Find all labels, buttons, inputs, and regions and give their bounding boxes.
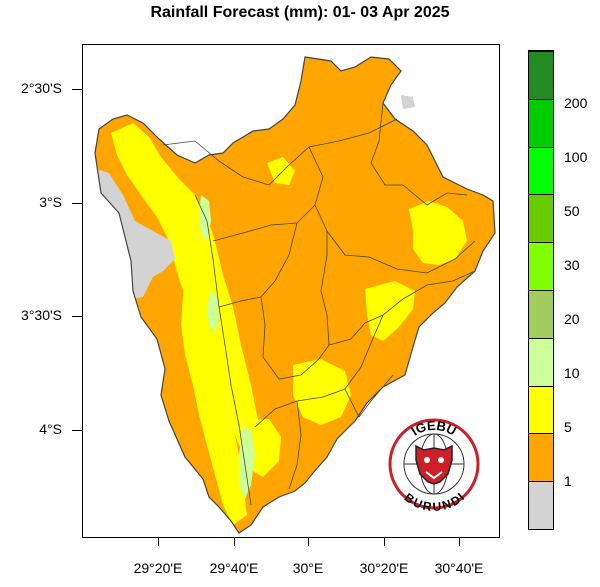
legend-label-5: 5 <box>564 419 572 435</box>
lon-tick <box>384 538 385 546</box>
map-canvas <box>94 56 496 534</box>
legend-label-30: 30 <box>564 257 580 273</box>
province-boundary <box>320 231 330 346</box>
legend-label-100: 100 <box>564 149 588 165</box>
province-boundary <box>260 296 330 380</box>
colorbar-segment <box>529 481 553 529</box>
colorbar-segment <box>529 51 553 99</box>
moderate-rain-band-lake <box>181 241 247 525</box>
map-title: Rainfall Forecast (mm): 01- 03 Apr 2025 <box>150 4 450 21</box>
colorbar-segment <box>529 290 553 338</box>
lat-tick <box>72 203 82 204</box>
lat-tick <box>72 89 82 90</box>
lon-tick <box>234 538 235 546</box>
lon-label-30-40e: 30°40'E <box>434 560 484 576</box>
lon-label-30e: 30°E <box>292 560 324 576</box>
colorbar <box>528 50 554 530</box>
legend-label-10: 10 <box>564 365 580 381</box>
province-boundary <box>370 102 403 186</box>
leopard-head-icon <box>415 444 453 485</box>
logo-ring <box>388 418 480 510</box>
province-boundary <box>218 222 298 308</box>
lat-tick <box>72 430 82 431</box>
heavy-rain-streak-south <box>239 425 255 499</box>
legend-label-20: 20 <box>564 311 580 327</box>
colorbar-segment <box>529 146 553 195</box>
heavy-rain-streak-mid <box>207 291 219 333</box>
legend-label-50: 50 <box>564 203 580 219</box>
trace-rain-patch-north <box>401 95 415 109</box>
province-boundary <box>344 374 394 418</box>
lon-label-30-20e: 30°20'E <box>359 560 409 576</box>
map-frame <box>82 44 500 538</box>
igebu-logo: IGEBU BURUNDI <box>388 418 480 512</box>
province-boundary <box>212 204 316 242</box>
province-boundary <box>288 400 302 490</box>
colorbar-segment <box>529 242 553 290</box>
province-boundary <box>328 270 476 346</box>
moderate-rain-patch-north <box>267 157 295 185</box>
province-boundaries <box>162 102 476 506</box>
moderate-rain-patch-east <box>409 201 467 265</box>
colorbar-segment <box>529 194 553 243</box>
colorbar-segment <box>529 337 553 386</box>
lat-tick <box>72 316 82 317</box>
lon-label-29-20e: 29°20'E <box>133 560 183 576</box>
legend-label-1: 1 <box>564 473 572 489</box>
province-boundary <box>254 314 384 428</box>
lon-tick <box>308 538 309 546</box>
colorbar-segment <box>529 98 553 147</box>
lon-tick <box>459 538 460 546</box>
logo-top-text: IGEBU <box>408 418 459 439</box>
province-boundary <box>308 146 476 274</box>
province-boundary <box>402 184 468 206</box>
province-boundary <box>162 118 398 186</box>
moderate-rain-patch-southeast <box>365 281 415 341</box>
lat-label-4s: 4°S <box>39 421 62 437</box>
lat-label-3-30s: 3°30'S <box>21 307 62 323</box>
moderate-rain-patch-south <box>293 359 351 425</box>
lat-label-2-30s: 2°30'S <box>21 80 62 96</box>
lat-label-3s: 3°S <box>39 194 62 210</box>
lon-tick <box>158 538 159 546</box>
colorbar-segment <box>529 433 553 482</box>
colorbar-segment <box>529 385 553 434</box>
lon-label-29-40e: 29°40'E <box>209 560 259 576</box>
province-boundary <box>194 194 252 506</box>
legend-label-200: 200 <box>564 95 588 111</box>
